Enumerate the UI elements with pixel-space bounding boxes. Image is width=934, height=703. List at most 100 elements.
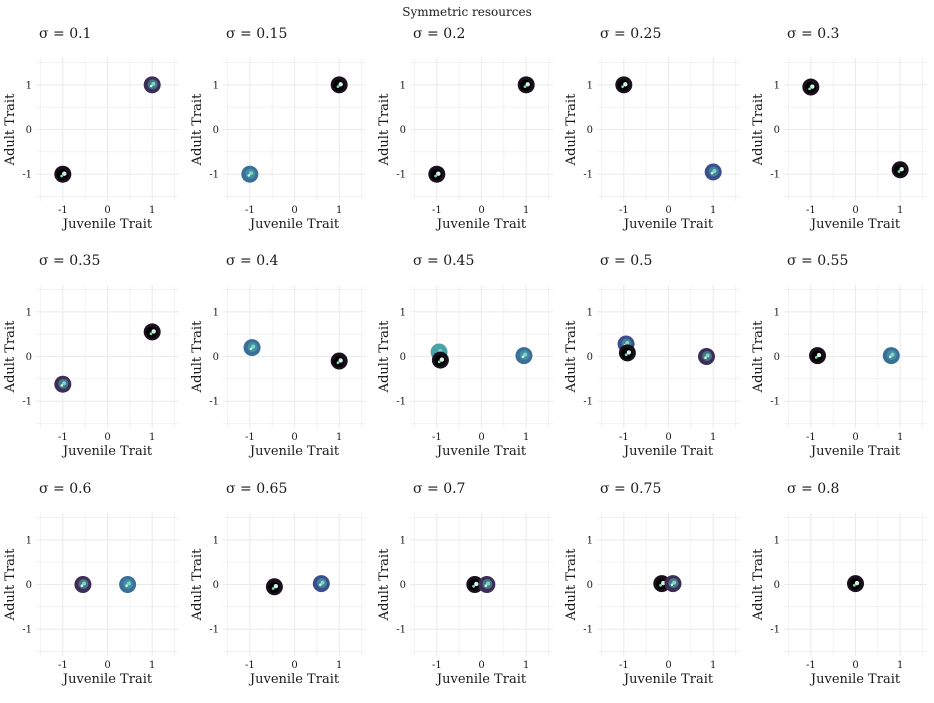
data-point [523, 352, 528, 357]
x-axis-title: Juvenile Trait [61, 444, 153, 459]
facet-title: σ = 0.7 [413, 481, 465, 497]
y-tick-label: -1 [209, 625, 219, 636]
y-tick-label: 1 [400, 80, 406, 91]
data-point [436, 171, 441, 176]
y-tick-label: 1 [587, 307, 593, 318]
x-tick-label: 1 [336, 205, 342, 216]
x-tick-label: 1 [523, 660, 529, 671]
y-tick-label: 0 [26, 125, 32, 136]
y-axis-title: Adult Trait [3, 320, 18, 393]
data-point [808, 87, 812, 91]
x-tick-label: 0 [665, 660, 671, 671]
data-point [80, 584, 84, 587]
y-tick-label: 1 [213, 307, 219, 318]
x-tick-label: 1 [523, 432, 529, 443]
y-axis-title: Adult Trait [564, 548, 579, 621]
x-axis-title: Juvenile Trait [248, 444, 340, 459]
y-axis-title: Adult Trait [377, 548, 392, 621]
data-point [60, 174, 64, 178]
data-point [705, 353, 710, 358]
data-point [888, 355, 892, 359]
x-tick-label: 0 [291, 205, 297, 216]
facet-title: σ = 0.45 [413, 253, 474, 269]
y-tick-label: -1 [209, 170, 219, 181]
y-tick-label: 0 [774, 580, 780, 591]
x-tick-label: 0 [478, 432, 484, 443]
y-tick-label: 0 [587, 125, 593, 136]
data-point [62, 171, 67, 176]
y-tick-label: 0 [400, 580, 406, 591]
y-axis-title: Adult Trait [3, 93, 18, 166]
y-tick-label: 0 [400, 125, 406, 136]
y-tick-label: 1 [26, 80, 32, 91]
y-tick-label: 1 [26, 535, 32, 546]
y-tick-label: 0 [213, 352, 219, 363]
y-tick-label: 1 [26, 307, 32, 318]
data-point [439, 357, 445, 362]
y-tick-label: 0 [774, 352, 780, 363]
x-tick-label: -1 [619, 432, 629, 443]
y-tick-label: 0 [26, 352, 32, 363]
x-tick-label: -1 [58, 432, 68, 443]
x-tick-label: -1 [58, 205, 68, 216]
data-point [271, 587, 275, 590]
y-axis-title: Adult Trait [190, 93, 205, 166]
y-axis-title: Adult Trait [564, 320, 579, 393]
x-tick-label: 1 [897, 660, 903, 671]
x-tick-label: 1 [149, 205, 155, 216]
x-tick-label: 1 [149, 432, 155, 443]
data-point [249, 171, 254, 176]
data-point [338, 358, 343, 363]
data-point [62, 381, 67, 386]
data-point [854, 580, 860, 586]
x-tick-label: -1 [619, 205, 629, 216]
y-axis-title: Adult Trait [377, 320, 392, 393]
data-point [249, 347, 253, 351]
x-axis-title: Juvenile Trait [809, 444, 901, 459]
y-tick-label: 1 [774, 307, 780, 318]
data-point [621, 85, 625, 89]
x-tick-label: 1 [710, 432, 716, 443]
data-point [814, 356, 818, 359]
facet-title: σ = 0.5 [600, 253, 652, 269]
y-axis-title: Adult Trait [751, 93, 766, 166]
x-tick-label: -1 [806, 660, 816, 671]
facet-title: σ = 0.35 [39, 253, 100, 269]
y-tick-label: 0 [587, 352, 593, 363]
facet-title: σ = 0.8 [787, 481, 839, 497]
facet-title: σ = 0.15 [226, 26, 287, 42]
data-point [247, 174, 251, 177]
x-tick-label: 1 [897, 432, 903, 443]
data-point [899, 167, 904, 172]
x-tick-label: -1 [432, 432, 442, 443]
facet-title: σ = 0.65 [226, 481, 287, 497]
data-point [125, 584, 128, 587]
x-tick-label: 1 [523, 205, 529, 216]
y-tick-label: -1 [770, 397, 780, 408]
x-tick-label: -1 [432, 205, 442, 216]
y-tick-label: 0 [774, 125, 780, 136]
x-tick-label: 0 [104, 660, 110, 671]
x-axis-title: Juvenile Trait [622, 672, 714, 687]
facet-title: σ = 0.2 [413, 26, 465, 42]
y-axis-title: Adult Trait [751, 548, 766, 621]
y-tick-label: 1 [400, 535, 406, 546]
x-tick-label: 1 [336, 432, 342, 443]
x-tick-label: -1 [806, 432, 816, 443]
y-axis-title: Adult Trait [751, 320, 766, 393]
y-tick-label: -1 [22, 625, 32, 636]
data-point [521, 355, 525, 359]
facet-title: σ = 0.4 [226, 253, 279, 269]
data-point [151, 329, 156, 334]
data-point [625, 340, 630, 345]
data-point [82, 581, 87, 586]
